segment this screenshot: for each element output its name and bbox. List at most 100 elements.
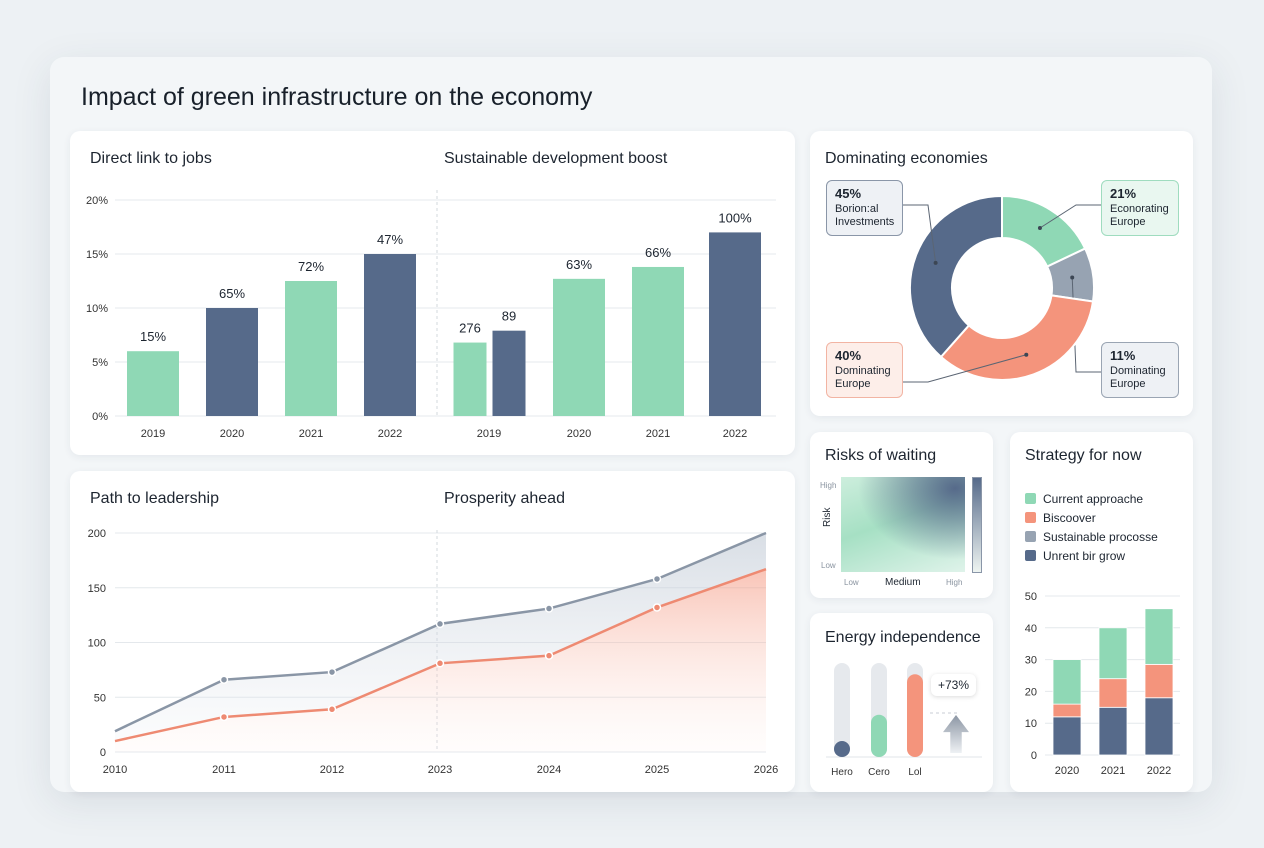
bar (285, 281, 337, 416)
data-point (652, 603, 662, 612)
legend-swatch (1025, 493, 1036, 504)
y-tick-label: 40 (1025, 623, 1037, 635)
energy-label: Cero (868, 767, 890, 778)
data-label: 100% (718, 210, 752, 225)
leader-dot (933, 260, 938, 265)
bar (364, 254, 416, 416)
x-tick-label: 2024 (537, 764, 561, 776)
legend-item: Biscoover (1025, 508, 1158, 527)
stacked-bar-segment (1098, 627, 1128, 680)
data-label: 66% (645, 245, 671, 260)
bar (492, 330, 526, 416)
data-label: 15% (140, 329, 166, 344)
data-label: 276 (459, 321, 481, 336)
bar (632, 266, 684, 416)
energy-badge: +73% (931, 674, 977, 696)
x-tick-label: 2020 (567, 428, 591, 440)
donut-slice (939, 294, 1095, 381)
x-tick-label: 2011 (212, 764, 236, 776)
data-label: 72% (298, 259, 324, 274)
data-point (219, 675, 229, 684)
x-tick-label: 2022 (378, 428, 402, 440)
legend-item: Current approache (1025, 489, 1158, 508)
y-tick-label: 0% (92, 411, 108, 423)
prosperity-title: Prosperity ahead (444, 490, 565, 507)
legend-label: Current approache (1043, 491, 1144, 506)
data-label: 47% (377, 232, 403, 247)
risk-y-low: Low (821, 561, 836, 570)
data-point (544, 651, 554, 660)
bar (206, 308, 258, 416)
callout-orange: 40% Dominating Europe (826, 342, 903, 398)
x-tick-label: 2022 (1147, 765, 1171, 777)
data-point (435, 619, 445, 629)
x-tick-label: 2020 (1055, 765, 1079, 777)
x-tick-label: 2012 (320, 764, 344, 776)
data-label: 89 (502, 309, 516, 324)
jobs-title: Direct link to jobs (90, 150, 212, 167)
strategy-title: Strategy for now (1025, 447, 1142, 464)
legend-label: Biscoover (1043, 510, 1096, 525)
x-tick-label: 2023 (428, 764, 452, 776)
bar (553, 278, 605, 416)
data-point (327, 667, 337, 677)
legend-swatch (1025, 550, 1036, 561)
y-tick-label: 200 (88, 528, 106, 540)
x-tick-label: 2021 (1101, 765, 1125, 777)
page-title: Impact of green infrastructure on the ec… (81, 83, 593, 111)
leader-dot (1070, 275, 1075, 280)
x-tick-label: 2021 (299, 428, 323, 440)
x-tick-label: 2026 (754, 764, 778, 776)
data-label: 65% (219, 286, 245, 301)
stacked-bar-segment (1098, 706, 1128, 756)
energy-track (834, 663, 850, 757)
leader-dot (1024, 352, 1029, 357)
risk-x-high: High (946, 578, 963, 587)
path-title: Path to leadership (90, 490, 219, 507)
risks-title: Risks of waiting (825, 447, 937, 464)
data-point (544, 604, 554, 613)
energy-fill (834, 741, 850, 757)
donut-title: Dominating economies (825, 150, 988, 167)
data-point (327, 705, 337, 714)
risk-x-low: Low (844, 578, 859, 587)
x-tick-label: 2025 (645, 764, 669, 776)
y-tick-label: 50 (94, 692, 106, 704)
leader-line (903, 204, 937, 263)
risk-heatmap (841, 477, 965, 572)
legend-label: Sustainable procosse (1043, 529, 1158, 544)
bar (453, 342, 487, 416)
y-tick-label: 20 (1025, 686, 1037, 698)
callout-green: 21% Econorating Europe (1101, 180, 1179, 236)
legend-label: Unrent bir grow (1043, 548, 1126, 563)
y-tick-label: 30 (1025, 655, 1037, 667)
leader-line (1039, 204, 1101, 229)
stacked-bar-segment (1144, 608, 1174, 665)
strategy-legend: Current approache Biscoover Sustainable … (1025, 489, 1158, 565)
energy-fill (907, 674, 923, 757)
data-label: 63% (566, 257, 592, 272)
y-tick-label: 10 (1025, 718, 1037, 730)
y-tick-label: 10% (86, 303, 108, 315)
y-tick-label: 100 (88, 638, 106, 650)
y-tick-label: 0 (100, 747, 106, 759)
y-tick-label: 15% (86, 249, 108, 261)
stacked-bar-segment (1052, 716, 1082, 756)
energy-title: Energy independence (825, 629, 981, 646)
risk-y-high: High (820, 481, 837, 490)
x-tick-label: 2022 (723, 428, 747, 440)
x-tick-label: 2021 (646, 428, 670, 440)
area-fill (115, 569, 766, 752)
y-tick-label: 150 (88, 583, 106, 595)
bar (709, 232, 761, 416)
area-band (115, 533, 766, 742)
stacked-bar-segment (1144, 663, 1174, 699)
callout-navy: 45% Borion:al Investments (826, 180, 903, 236)
y-tick-label: 20% (86, 195, 108, 207)
x-tick-label: 2019 (141, 428, 165, 440)
leader-line (903, 354, 1027, 383)
risk-scale-bar (972, 477, 982, 573)
data-point (219, 712, 229, 722)
stacked-bar-segment (1052, 659, 1082, 705)
